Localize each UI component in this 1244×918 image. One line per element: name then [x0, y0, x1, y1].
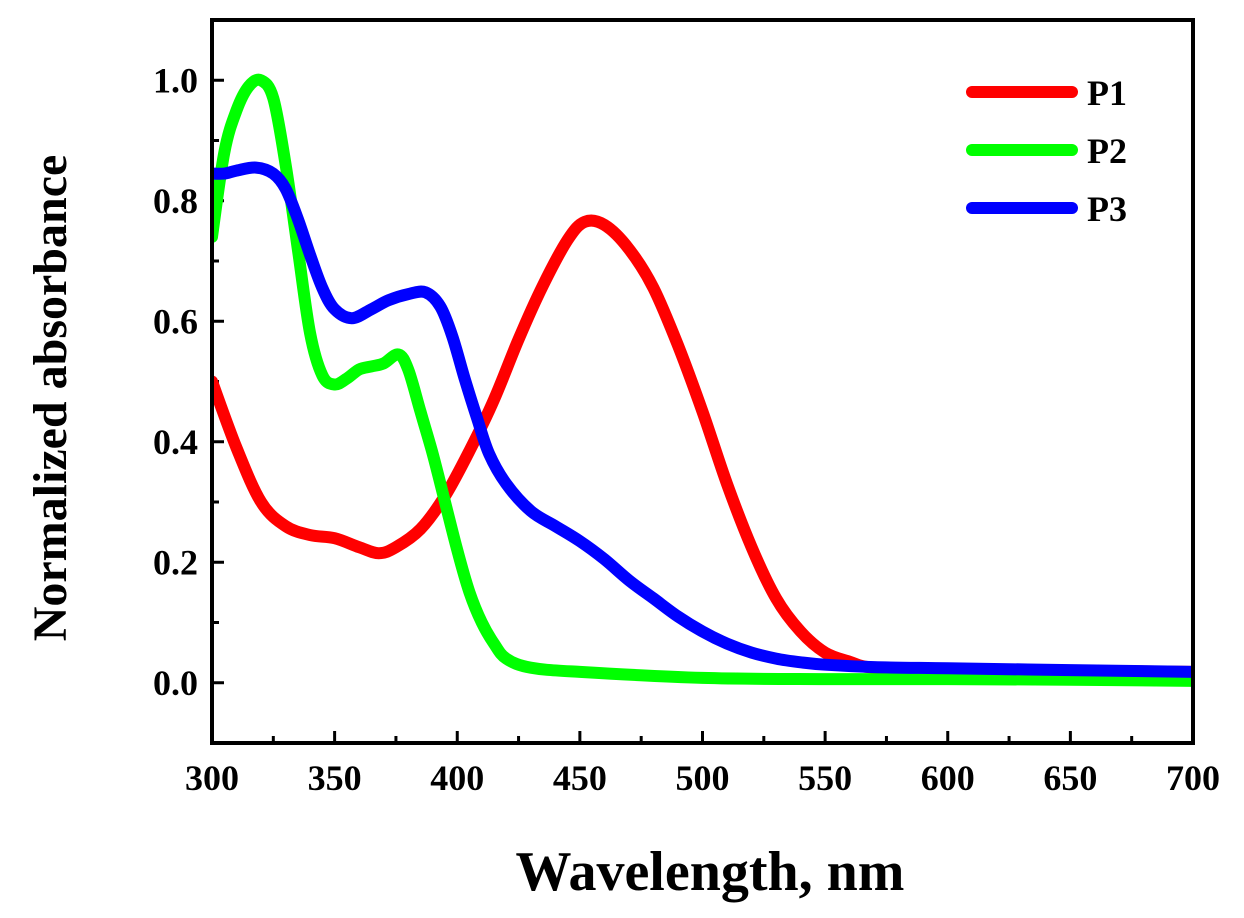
y-tick-label: 0.2 [153, 542, 198, 582]
legend-label-p1: P1 [1087, 73, 1127, 113]
x-tick-label: 550 [798, 758, 852, 798]
y-tick-label: 1.0 [153, 60, 198, 100]
legend-label-p3: P3 [1087, 189, 1127, 229]
x-tick-label: 300 [185, 758, 239, 798]
series-line-p1 [212, 214, 1193, 678]
y-tick-label: 0.0 [153, 663, 198, 703]
series-line-p3 [212, 161, 1193, 678]
y-tick-label: 0.8 [153, 181, 198, 221]
x-tick-label: 450 [553, 758, 607, 798]
y-tick-label: 0.6 [153, 301, 198, 341]
series-line-p2 [212, 73, 1193, 687]
y-axis-title: Normalized absorbance [24, 155, 77, 642]
x-tick-label: 500 [676, 758, 730, 798]
legend-label-p2: P2 [1087, 131, 1127, 171]
x-tick-label: 650 [1043, 758, 1097, 798]
series-layer [212, 73, 1193, 687]
y-tick-label: 0.4 [153, 422, 198, 462]
legend: P1 P2 P3 [966, 73, 1127, 229]
x-tick-label: 350 [308, 758, 362, 798]
x-tick-labels: 300 350 400 450 500 550 600 650 700 [185, 758, 1220, 798]
x-tick-label: 700 [1166, 758, 1220, 798]
y-tick-labels: 0.0 0.2 0.4 0.6 0.8 1.0 [153, 60, 198, 703]
plot-frame [210, 18, 1195, 745]
x-tick-label: 600 [921, 758, 975, 798]
x-axis-title: Wavelength, nm [516, 841, 905, 903]
x-tick-label: 400 [430, 758, 484, 798]
